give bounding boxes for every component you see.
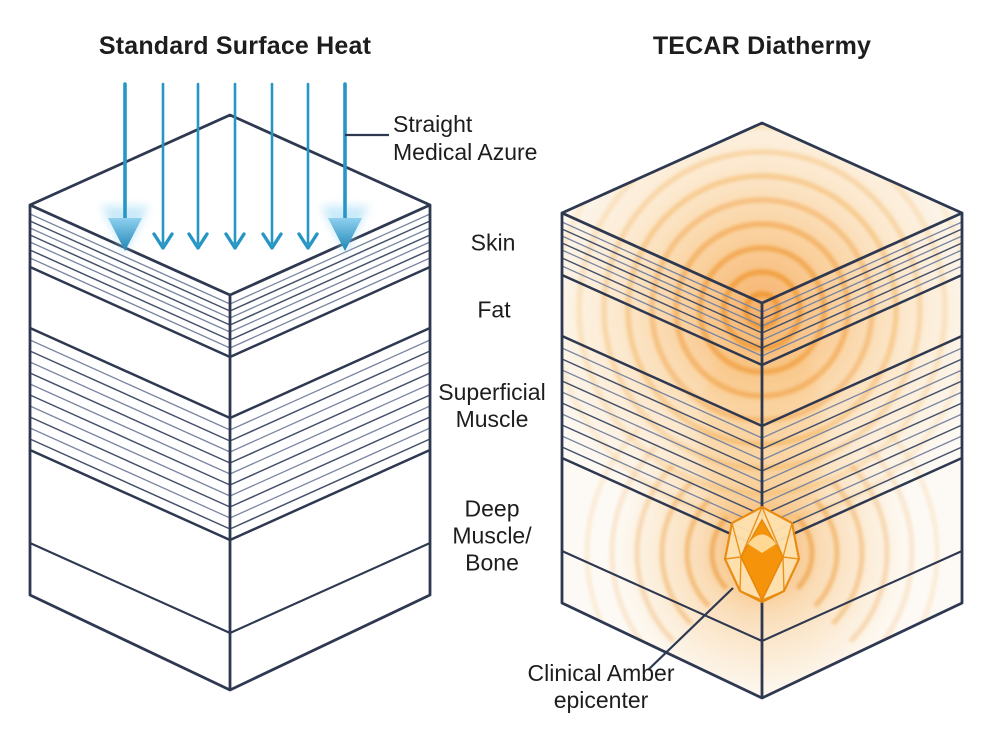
- concentric-rings-icon-epicenter: [584, 375, 940, 698]
- tissue-block-left: [28, 113, 432, 692]
- layer-label-deep-muscle-bone: Deep Muscle/ Bone: [452, 495, 532, 576]
- layer-label-fat: Fat: [477, 296, 511, 323]
- layer-label-skin: Skin: [470, 229, 516, 256]
- tissue-block-right: [560, 121, 964, 700]
- epicenter-label: Clinical Amber epicenter: [527, 659, 675, 713]
- arrow-down-icon-glow-left: [101, 82, 149, 254]
- arrow-down-icon: [152, 82, 319, 250]
- arrow-down-icon-glow-right: [321, 82, 369, 254]
- beam-label: Straight Medical Azure: [393, 111, 538, 165]
- gem-icon: [723, 505, 801, 604]
- heat-arrows: [101, 82, 369, 254]
- right-panel-title: TECAR Diathermy: [652, 32, 872, 60]
- layer-label-superficial-muscle: Superficial Muscle: [438, 378, 546, 432]
- epicenter-label-leader: [647, 587, 734, 671]
- left-panel-title: Standard Surface Heat: [98, 32, 372, 60]
